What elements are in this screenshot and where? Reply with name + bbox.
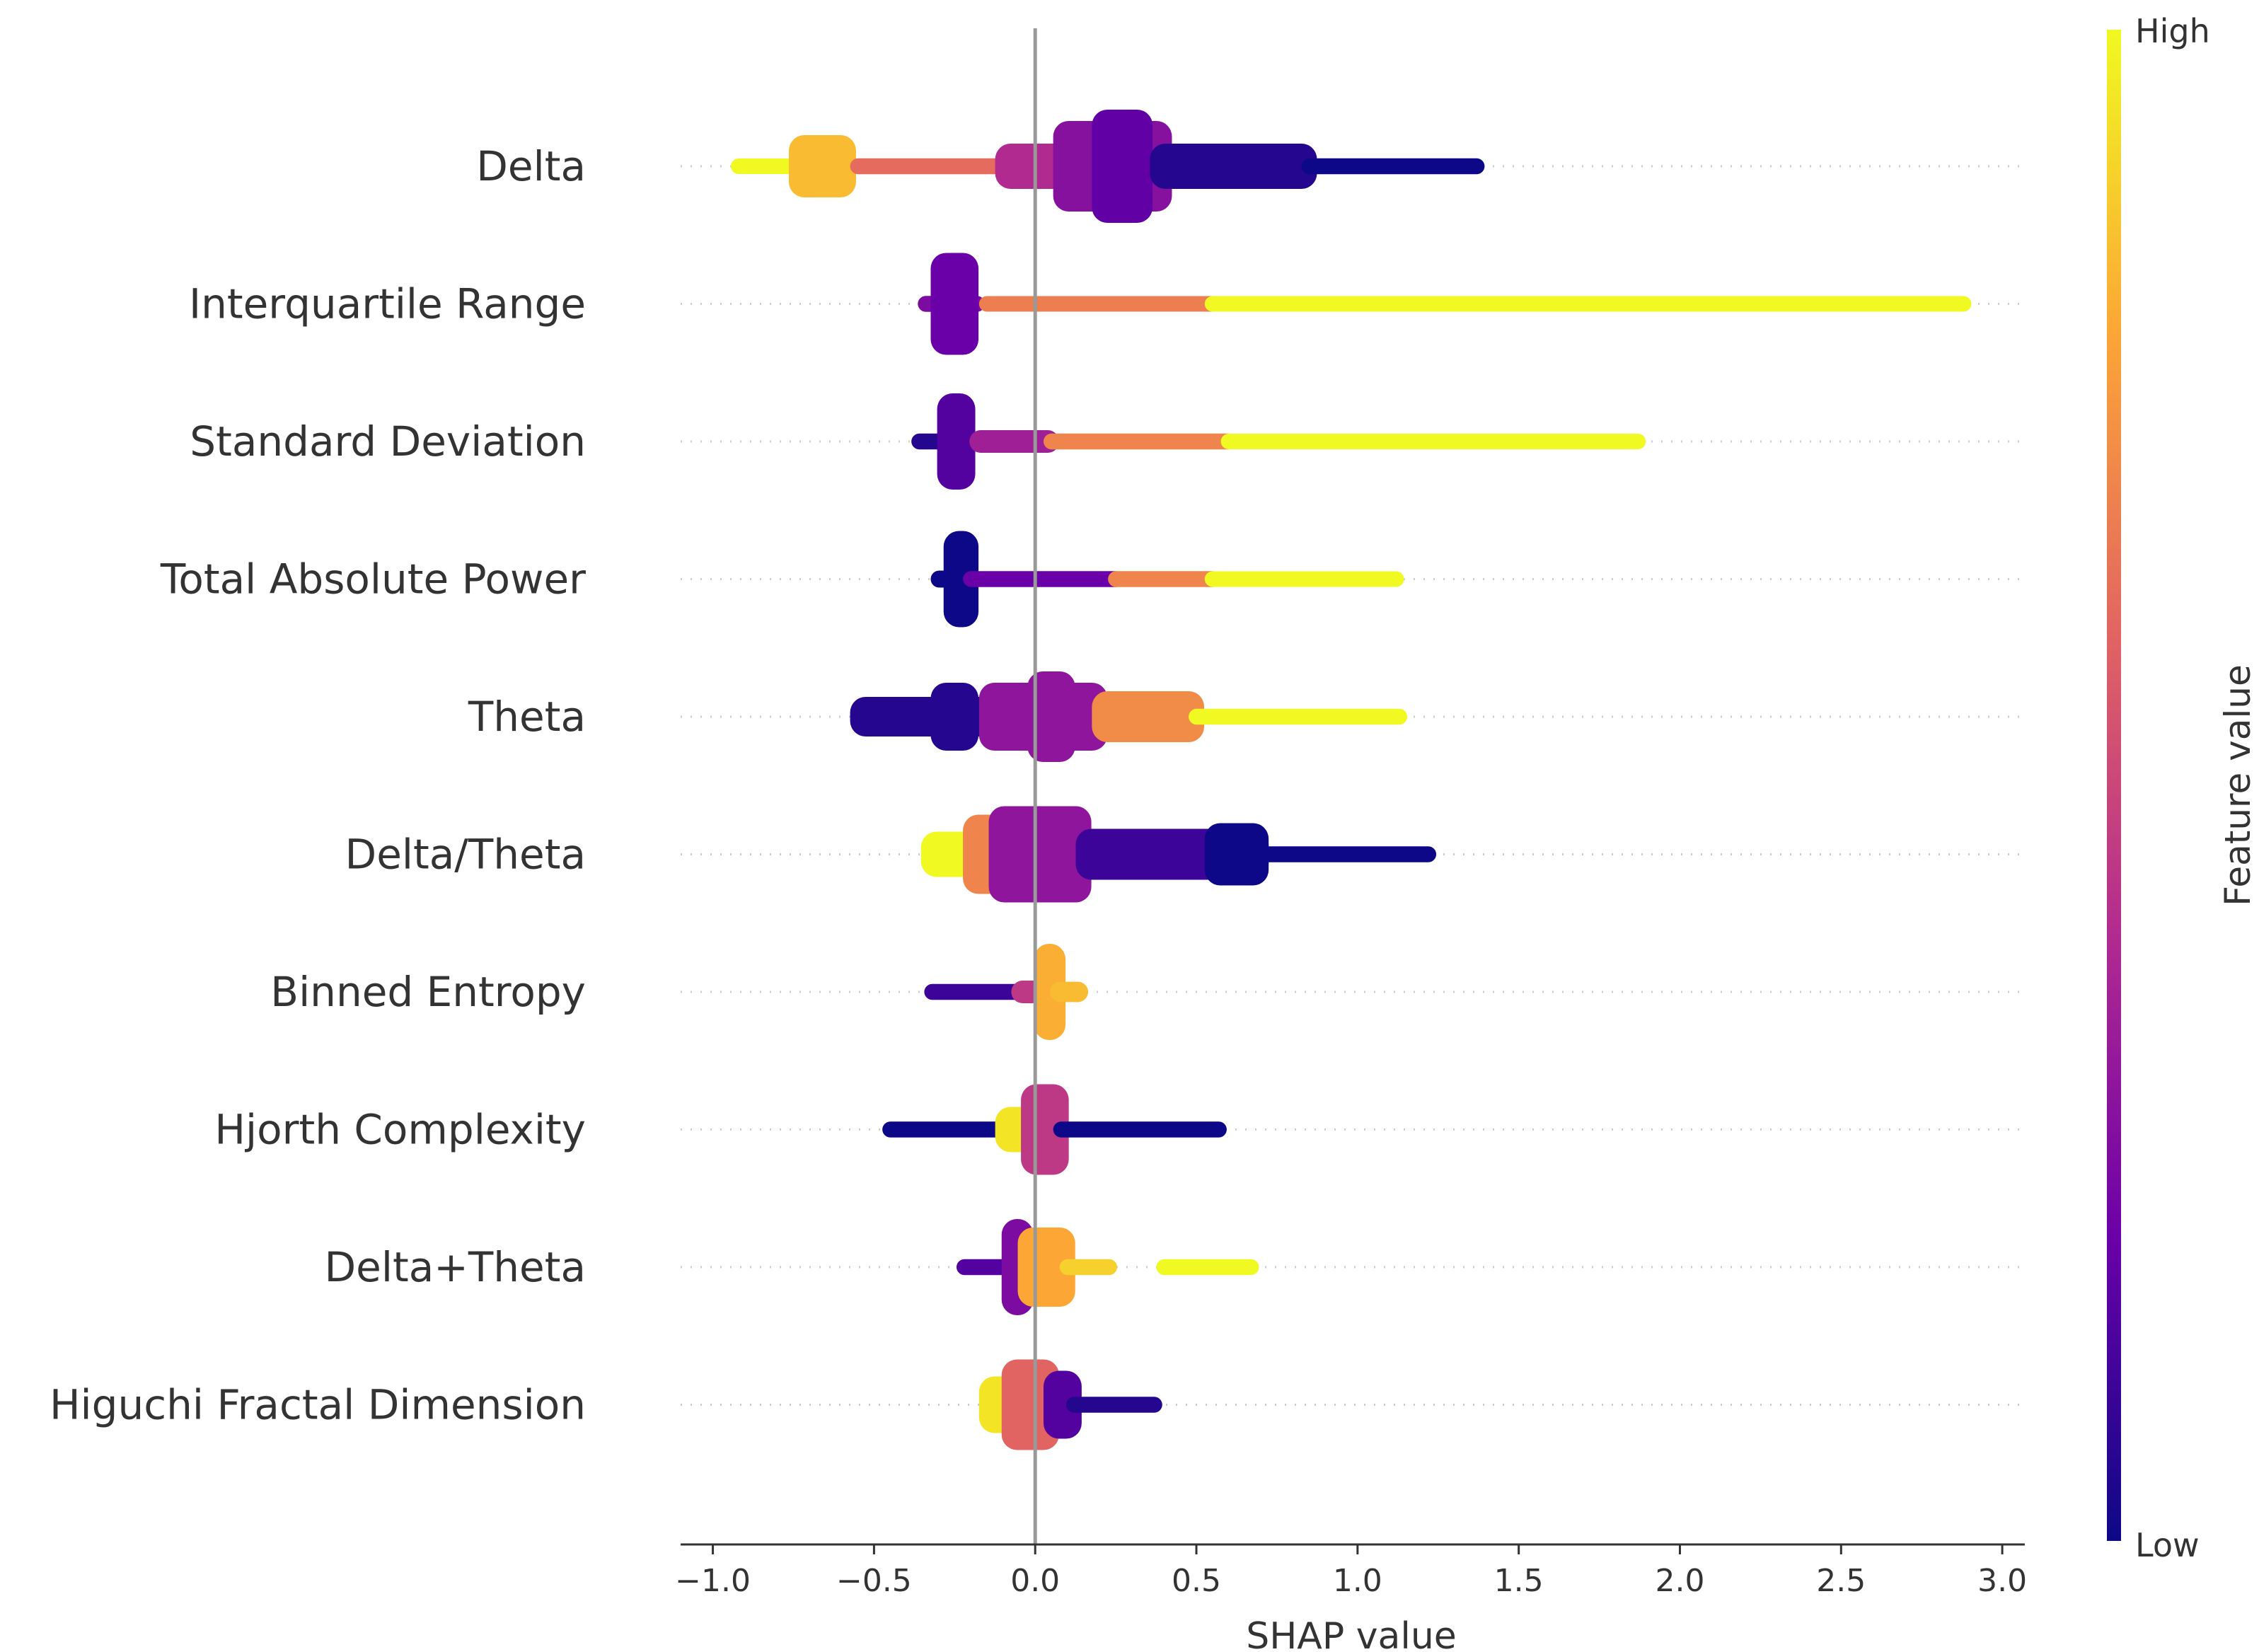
feature-swarm — [850, 671, 1408, 762]
swarm-segment — [1021, 1084, 1069, 1175]
feature-swarm — [930, 531, 1404, 628]
feature-label: Delta+Theta — [325, 1243, 587, 1291]
feature-swarm — [924, 944, 1088, 1040]
x-tick-label: −1.0 — [675, 1563, 751, 1599]
swarm-segment — [978, 296, 1220, 312]
swarm-segment — [924, 983, 1027, 1000]
swarm-segment — [850, 158, 1017, 175]
swarm-segment — [1043, 433, 1237, 450]
gridlines — [681, 165, 2025, 1406]
feature-swarm — [978, 1359, 1162, 1450]
feature-labels: Delta Interquartile Range Standard Deviati… — [50, 142, 586, 1429]
swarm-segment — [930, 253, 979, 355]
swarm-segment — [1053, 1121, 1227, 1138]
swarm-segment — [963, 571, 1124, 587]
feature-label: Hjorth Complexity — [214, 1106, 586, 1154]
feature-label: Delta/Theta — [345, 831, 586, 879]
swarm-segment — [1092, 110, 1153, 223]
swarm-segment — [1204, 571, 1404, 587]
x-tick-label: 1.5 — [1494, 1563, 1544, 1599]
feature-label: Delta — [476, 142, 586, 190]
swarm-segment — [988, 806, 1092, 903]
x-tick-label: 1.0 — [1333, 1563, 1382, 1599]
x-tick-label: 3.0 — [1977, 1563, 2027, 1599]
swarm-segment — [1301, 158, 1485, 175]
feature-swarm — [920, 806, 1437, 903]
swarm-segment — [1189, 708, 1408, 725]
swarm-segment — [1059, 1259, 1117, 1276]
x-tick-label: −0.5 — [836, 1563, 912, 1599]
colorbar-high-label: High — [2135, 12, 2210, 50]
colorbar-title: Feature value — [2217, 664, 2258, 906]
swarm-segment — [882, 1121, 1011, 1138]
swarm-segment — [1150, 144, 1317, 189]
swarm-segment — [937, 393, 976, 490]
swarm-segment — [943, 531, 979, 628]
feature-swarm — [918, 253, 1972, 355]
feature-label: Higuchi Fractal Dimension — [50, 1381, 586, 1429]
feature-label: Total Absolute Power — [160, 555, 586, 603]
swarm-segment — [1108, 571, 1220, 587]
x-axis: −1.0 −0.5 0.0 0.5 1.0 1.5 2.0 2.5 3.0 — [675, 1543, 2027, 1599]
swarm-segment — [930, 683, 979, 751]
swarm-segment — [1220, 434, 1646, 449]
beeswarm-layer — [731, 110, 1972, 1450]
feature-label: Theta — [468, 693, 586, 741]
feature-label: Interquartile Range — [189, 280, 586, 328]
swarm-segment — [1156, 1259, 1259, 1276]
swarm-segment — [1204, 296, 1972, 312]
swarm-segment — [1017, 1228, 1075, 1307]
x-tick-label: 0.5 — [1172, 1563, 1221, 1599]
colorbar — [2107, 30, 2121, 1541]
x-tick-label: 2.0 — [1655, 1563, 1704, 1599]
swarm-segment — [1034, 944, 1066, 1040]
feature-swarm — [911, 393, 1646, 490]
swarm-segment — [1204, 823, 1269, 886]
feature-swarm — [731, 110, 1485, 223]
x-tick-label: 0.0 — [1010, 1563, 1060, 1599]
swarm-segment — [789, 135, 856, 197]
feature-label: Standard Deviation — [190, 417, 586, 466]
swarm-segment — [1065, 1397, 1162, 1413]
swarm-segment — [1092, 691, 1205, 742]
colorbar-low-label: Low — [2135, 1526, 2200, 1564]
swarm-segment — [1253, 846, 1437, 862]
feature-swarm — [882, 1084, 1227, 1175]
swarm-segment — [1043, 1370, 1082, 1439]
swarm-segment — [1027, 671, 1075, 762]
x-axis-label: SHAP value — [1246, 1615, 1457, 1652]
feature-label: Binned Entropy — [270, 968, 586, 1016]
swarm-segment — [1050, 981, 1088, 1003]
x-tick-label: 2.5 — [1816, 1563, 1866, 1599]
feature-swarm — [956, 1219, 1259, 1315]
